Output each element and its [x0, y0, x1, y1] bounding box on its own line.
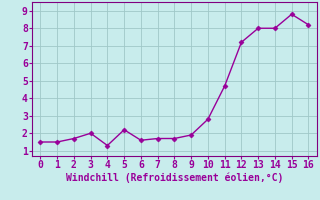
X-axis label: Windchill (Refroidissement éolien,°C): Windchill (Refroidissement éolien,°C) — [66, 173, 283, 183]
